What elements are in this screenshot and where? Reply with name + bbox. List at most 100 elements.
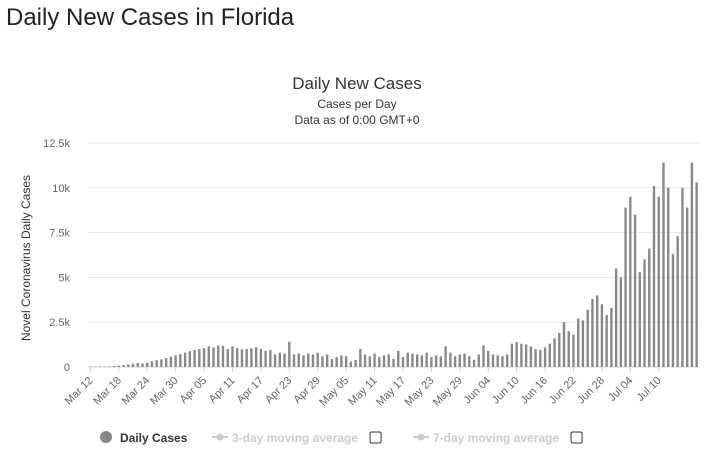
bar[interactable]	[600, 304, 604, 367]
bar[interactable]	[169, 356, 173, 367]
bar[interactable]	[629, 196, 632, 367]
bar[interactable]	[373, 353, 376, 367]
bar[interactable]	[648, 248, 651, 367]
bar[interactable]	[534, 349, 537, 367]
bar[interactable]	[553, 338, 556, 367]
bar[interactable]	[491, 354, 495, 367]
bar[interactable]	[487, 350, 490, 367]
bar[interactable]	[415, 354, 419, 367]
bar[interactable]	[387, 354, 390, 367]
bar[interactable]	[108, 366, 111, 367]
bar[interactable]	[127, 364, 130, 367]
bar[interactable]	[472, 359, 476, 367]
bar[interactable]	[217, 345, 220, 367]
bar[interactable]	[662, 162, 665, 367]
bar[interactable]	[198, 349, 201, 367]
bar[interactable]	[302, 355, 305, 367]
bar[interactable]	[368, 356, 372, 367]
bar[interactable]	[321, 356, 324, 367]
bar[interactable]	[382, 355, 386, 367]
bar[interactable]	[392, 358, 395, 367]
bar[interactable]	[695, 182, 698, 367]
bar[interactable]	[344, 356, 348, 367]
bar[interactable]	[273, 354, 277, 367]
bar[interactable]	[411, 353, 414, 367]
bar[interactable]	[434, 355, 438, 367]
bar[interactable]	[463, 353, 466, 367]
bar[interactable]	[444, 346, 447, 367]
bar[interactable]	[307, 353, 310, 367]
bar[interactable]	[543, 347, 547, 367]
bar[interactable]	[406, 352, 409, 367]
bar[interactable]	[477, 354, 480, 367]
bar[interactable]	[577, 318, 580, 367]
bar[interactable]	[259, 349, 263, 367]
bar[interactable]	[548, 343, 551, 367]
bar[interactable]	[638, 272, 641, 367]
bar[interactable]	[292, 354, 296, 367]
bar[interactable]	[667, 187, 670, 367]
bar[interactable]	[193, 349, 196, 367]
bar[interactable]	[297, 353, 300, 367]
bar[interactable]	[595, 295, 599, 367]
bar[interactable]	[614, 268, 618, 367]
bar[interactable]	[269, 349, 272, 367]
bar[interactable]	[671, 254, 675, 367]
bar[interactable]	[250, 348, 253, 367]
bar[interactable]	[207, 346, 210, 367]
bar[interactable]	[245, 349, 248, 367]
bar[interactable]	[378, 357, 381, 367]
bar[interactable]	[254, 347, 258, 367]
bar[interactable]	[174, 355, 177, 367]
bar[interactable]	[326, 354, 329, 367]
legend-item[interactable]: 7-day moving average	[413, 431, 583, 445]
bar[interactable]	[581, 320, 585, 367]
bar[interactable]	[363, 354, 367, 367]
bar[interactable]	[112, 365, 116, 367]
bar[interactable]	[212, 347, 215, 367]
bar[interactable]	[397, 350, 400, 367]
bar[interactable]	[401, 357, 405, 367]
bar[interactable]	[633, 214, 637, 367]
bar[interactable]	[524, 344, 528, 367]
bar[interactable]	[610, 307, 613, 367]
bar[interactable]	[439, 356, 443, 367]
legend-item[interactable]: 3-day moving average	[212, 431, 382, 445]
bar[interactable]	[690, 162, 694, 367]
bar[interactable]	[572, 334, 575, 367]
bar[interactable]	[131, 363, 135, 367]
bar[interactable]	[221, 345, 225, 367]
legend-item[interactable]: Daily Cases	[100, 431, 188, 445]
bar[interactable]	[619, 277, 623, 367]
bar[interactable]	[146, 362, 149, 367]
bar[interactable]	[359, 349, 362, 367]
bar[interactable]	[188, 351, 192, 367]
bar[interactable]	[624, 207, 627, 367]
bar[interactable]	[354, 359, 357, 367]
bar[interactable]	[420, 355, 424, 367]
bar[interactable]	[558, 332, 561, 367]
bar[interactable]	[505, 354, 509, 367]
bar[interactable]	[231, 346, 234, 367]
bar[interactable]	[681, 187, 684, 367]
bar[interactable]	[657, 196, 660, 367]
bar[interactable]	[155, 360, 158, 367]
bar[interactable]	[591, 298, 594, 367]
bar[interactable]	[349, 361, 353, 367]
bar[interactable]	[340, 355, 343, 367]
bar[interactable]	[510, 343, 514, 367]
bar[interactable]	[311, 354, 315, 367]
bar[interactable]	[136, 363, 139, 367]
bar[interactable]	[468, 356, 471, 367]
bar[interactable]	[122, 365, 125, 367]
bar[interactable]	[98, 366, 102, 367]
bar[interactable]	[430, 357, 433, 367]
bar[interactable]	[453, 356, 457, 367]
bar[interactable]	[179, 354, 182, 367]
bar[interactable]	[643, 259, 646, 367]
legend-checkbox[interactable]	[369, 431, 382, 444]
bar[interactable]	[164, 358, 168, 367]
bar[interactable]	[117, 365, 120, 367]
bar[interactable]	[605, 315, 608, 367]
bar[interactable]	[482, 345, 485, 367]
